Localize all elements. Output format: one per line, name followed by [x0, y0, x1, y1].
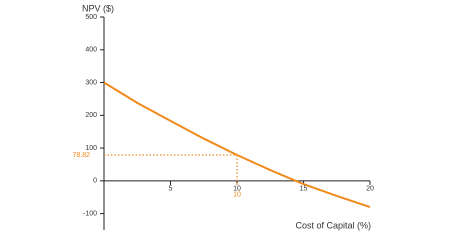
annotation-y-label: 78.82: [72, 152, 90, 159]
x-axis-label: Cost of Capital (%): [295, 220, 371, 230]
y-tick-label: 400: [85, 47, 97, 54]
y-tick-label: 300: [85, 79, 97, 86]
x-tick-label: 20: [366, 186, 374, 193]
y-tick-label: 200: [85, 112, 97, 119]
y-axis-label: NPV ($): [82, 3, 114, 13]
y-tick-label: -100: [83, 210, 97, 217]
x-tick-label: 5: [169, 186, 173, 193]
y-tick-label: 100: [85, 145, 97, 152]
npv-line: [103, 81, 371, 209]
y-tick-label: 0: [93, 178, 97, 185]
annotation-x-label: 10: [233, 192, 241, 199]
y-tick-label: 500: [85, 14, 97, 21]
x-tick-label: 10: [233, 186, 241, 193]
x-tick-label: 15: [300, 186, 308, 193]
